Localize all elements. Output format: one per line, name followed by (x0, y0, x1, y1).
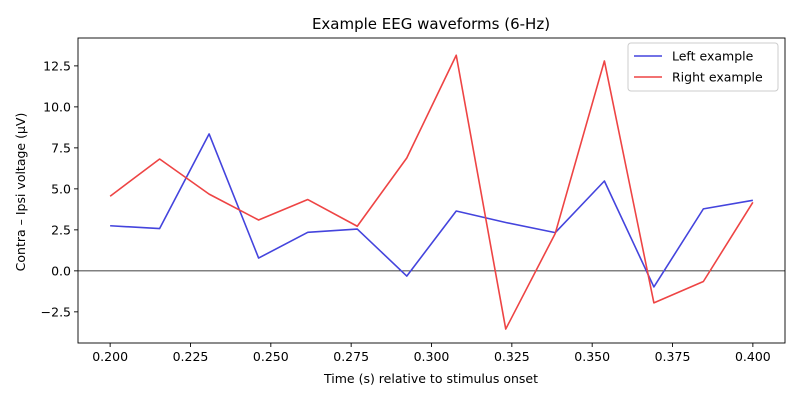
y-tick-label: 7.5 (51, 140, 71, 155)
x-axis-label: Time (s) relative to stimulus onset (323, 371, 538, 386)
legend-label-0: Left example (672, 49, 754, 64)
x-tick-label: 0.200 (92, 349, 128, 364)
x-tick-label: 0.325 (494, 349, 530, 364)
x-tick-label: 0.250 (253, 349, 289, 364)
x-tick-label: 0.225 (173, 349, 209, 364)
x-tick-label: 0.300 (414, 349, 450, 364)
x-tick-label: 0.400 (735, 349, 771, 364)
y-tick-label: 0.0 (51, 263, 71, 278)
series-line-0 (110, 133, 753, 288)
y-tick-label: 12.5 (43, 58, 71, 73)
legend-box (627, 42, 779, 92)
y-tick-label: 10.0 (43, 99, 71, 114)
y-tick-label: 5.0 (51, 181, 71, 196)
y-axis-label: Contra – Ipsi voltage (µV) (13, 113, 28, 272)
x-tick-label: 0.350 (574, 349, 610, 364)
y-tick-label: −2.5 (41, 304, 71, 319)
legend: Left example Right example (627, 42, 779, 92)
x-tick-label: 0.275 (333, 349, 369, 364)
series-line-1 (109, 54, 754, 330)
y-tick-label: 2.5 (51, 222, 71, 237)
legend-label-1: Right example (672, 70, 763, 85)
plot-area: 0.200 0.225 0.250 0.275 0.300 0.325 0.350 0.375… (41, 37, 786, 364)
x-tick-label: 0.375 (655, 349, 691, 364)
chart-title: Example EEG waveforms (6-Hz) (312, 15, 550, 33)
